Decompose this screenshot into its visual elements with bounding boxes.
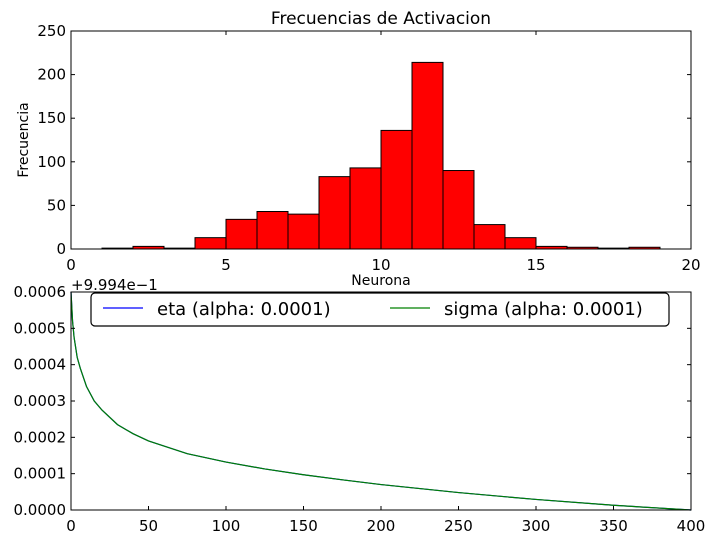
line-y-tick-label: 0.0006 [14, 283, 67, 301]
histogram-bar [256, 211, 289, 250]
line-x-tick-label: 50 [139, 517, 158, 535]
legend-sigma-label: sigma (alpha: 0.0001) [444, 299, 643, 320]
line-chart: +9.994e−1 0 50 100 150 200 250 300 350 400 0.0000… [14, 276, 706, 535]
line-x-tick-label: 350 [599, 517, 628, 535]
line-y-tick-label: 0.0004 [14, 356, 67, 374]
histogram-x-tick-label: 15 [526, 256, 545, 274]
histogram-y-tick-label: 50 [47, 196, 66, 214]
histogram-x-tick-label: 5 [221, 256, 231, 274]
histogram-bar [442, 170, 475, 250]
histogram-title: Frecuencias de Activacion [271, 9, 491, 29]
histogram-y-tick-label: 250 [37, 22, 66, 40]
histogram-bar [504, 237, 537, 250]
line-x-tick-label: 200 [367, 517, 396, 535]
histogram-xlabel: Neurona [351, 273, 410, 289]
histogram-bar [349, 167, 382, 250]
histogram-y-tick-label: 0 [56, 240, 66, 258]
legend-eta-label: eta (alpha: 0.0001) [157, 299, 331, 320]
histogram-x-tick-label: 10 [371, 256, 390, 274]
line-x-tick-label: 100 [212, 517, 241, 535]
histogram-chart: Frecuencias de Activacion 0 5 10 15 20050100… [16, 9, 701, 289]
histogram-bar [225, 218, 258, 250]
line-x-tick-label: 150 [289, 517, 318, 535]
line-x-tick-label: 0 [66, 517, 76, 535]
histogram-ylabel: Frecuencia [16, 102, 32, 177]
histogram-bar [318, 176, 351, 250]
line-series-group [70, 291, 692, 511]
sigma-series-line [70, 291, 692, 511]
line-y-tick-label: 0.0005 [14, 319, 67, 337]
line-x-tick-label: 400 [677, 517, 706, 535]
line-x-tick-label: 250 [444, 517, 473, 535]
histogram-bar [473, 224, 506, 250]
histogram-bar [411, 61, 444, 250]
histogram-bar [287, 213, 320, 250]
histogram-y-tick-label: 200 [37, 66, 66, 84]
histogram-x-tick-label: 20 [681, 256, 700, 274]
line-x-tick-label: 300 [522, 517, 551, 535]
line-ticks: 0 50 100 150 200 250 300 350 400 0.0000 0.0001 0.00… [14, 283, 706, 535]
line-legend: eta (alpha: 0.0001) sigma (alpha: 0.0001… [90, 292, 670, 327]
line-y-tick-label: 0.0000 [14, 501, 67, 519]
legend-box [90, 292, 670, 327]
line-offset-label: +9.994e−1 [71, 276, 158, 294]
line-y-tick-label: 0.0001 [14, 465, 67, 483]
histogram-x-tick-label: 0 [66, 256, 76, 274]
histogram-bars [101, 61, 661, 250]
histogram-y-tick-label: 100 [37, 153, 66, 171]
line-y-tick-label: 0.0003 [14, 392, 67, 410]
histogram-y-tick-label: 150 [37, 109, 66, 127]
histogram-bar [380, 129, 413, 250]
line-y-tick-label: 0.0002 [14, 428, 67, 446]
histogram-bar [194, 237, 227, 250]
